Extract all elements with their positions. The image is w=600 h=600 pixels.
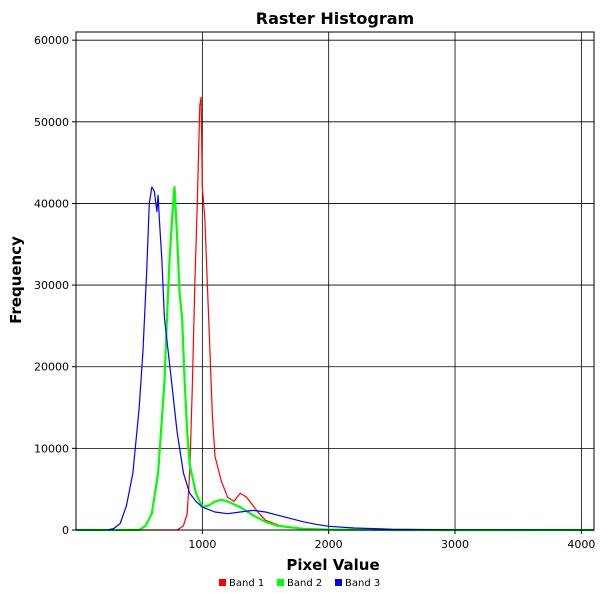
series-group xyxy=(76,96,595,532)
series-line-band-3 xyxy=(76,186,595,531)
legend-label-band-1: Band 1 xyxy=(229,578,264,589)
x-tick-label: 4000 xyxy=(567,538,595,551)
legend-swatch-band-3 xyxy=(335,579,342,586)
legend-swatch-band-1 xyxy=(219,579,226,586)
x-tick-label: 3000 xyxy=(441,538,469,551)
grid xyxy=(76,32,594,530)
plot-area xyxy=(75,31,595,531)
x-axis-label: Pixel Value xyxy=(286,556,379,574)
y-tick-label: 10000 xyxy=(34,442,69,455)
y-axis-label: Frequency xyxy=(7,236,25,324)
y-tick-label: 60000 xyxy=(34,34,69,47)
y-tick-label: 50000 xyxy=(34,116,69,129)
legend-label-band-3: Band 3 xyxy=(345,578,380,589)
legend: Band 1 Band 2 Band 3 xyxy=(219,578,380,589)
legend-swatch-band-2 xyxy=(277,579,284,586)
legend-label-band-2: Band 2 xyxy=(287,578,322,589)
series-line-band-2 xyxy=(76,186,594,532)
y-tick-label: 20000 xyxy=(34,361,69,374)
x-tick-label: 2000 xyxy=(315,538,343,551)
y-tick-label: 30000 xyxy=(34,279,69,292)
y-tick-label: 0 xyxy=(62,524,69,537)
tick-labels: 1000 2000 3000 4000010000200003000040000500… xyxy=(34,34,595,551)
chart-title: Raster Histogram xyxy=(256,9,414,28)
x-tick-label: 1000 xyxy=(188,538,216,551)
y-tick-label: 40000 xyxy=(34,197,69,210)
